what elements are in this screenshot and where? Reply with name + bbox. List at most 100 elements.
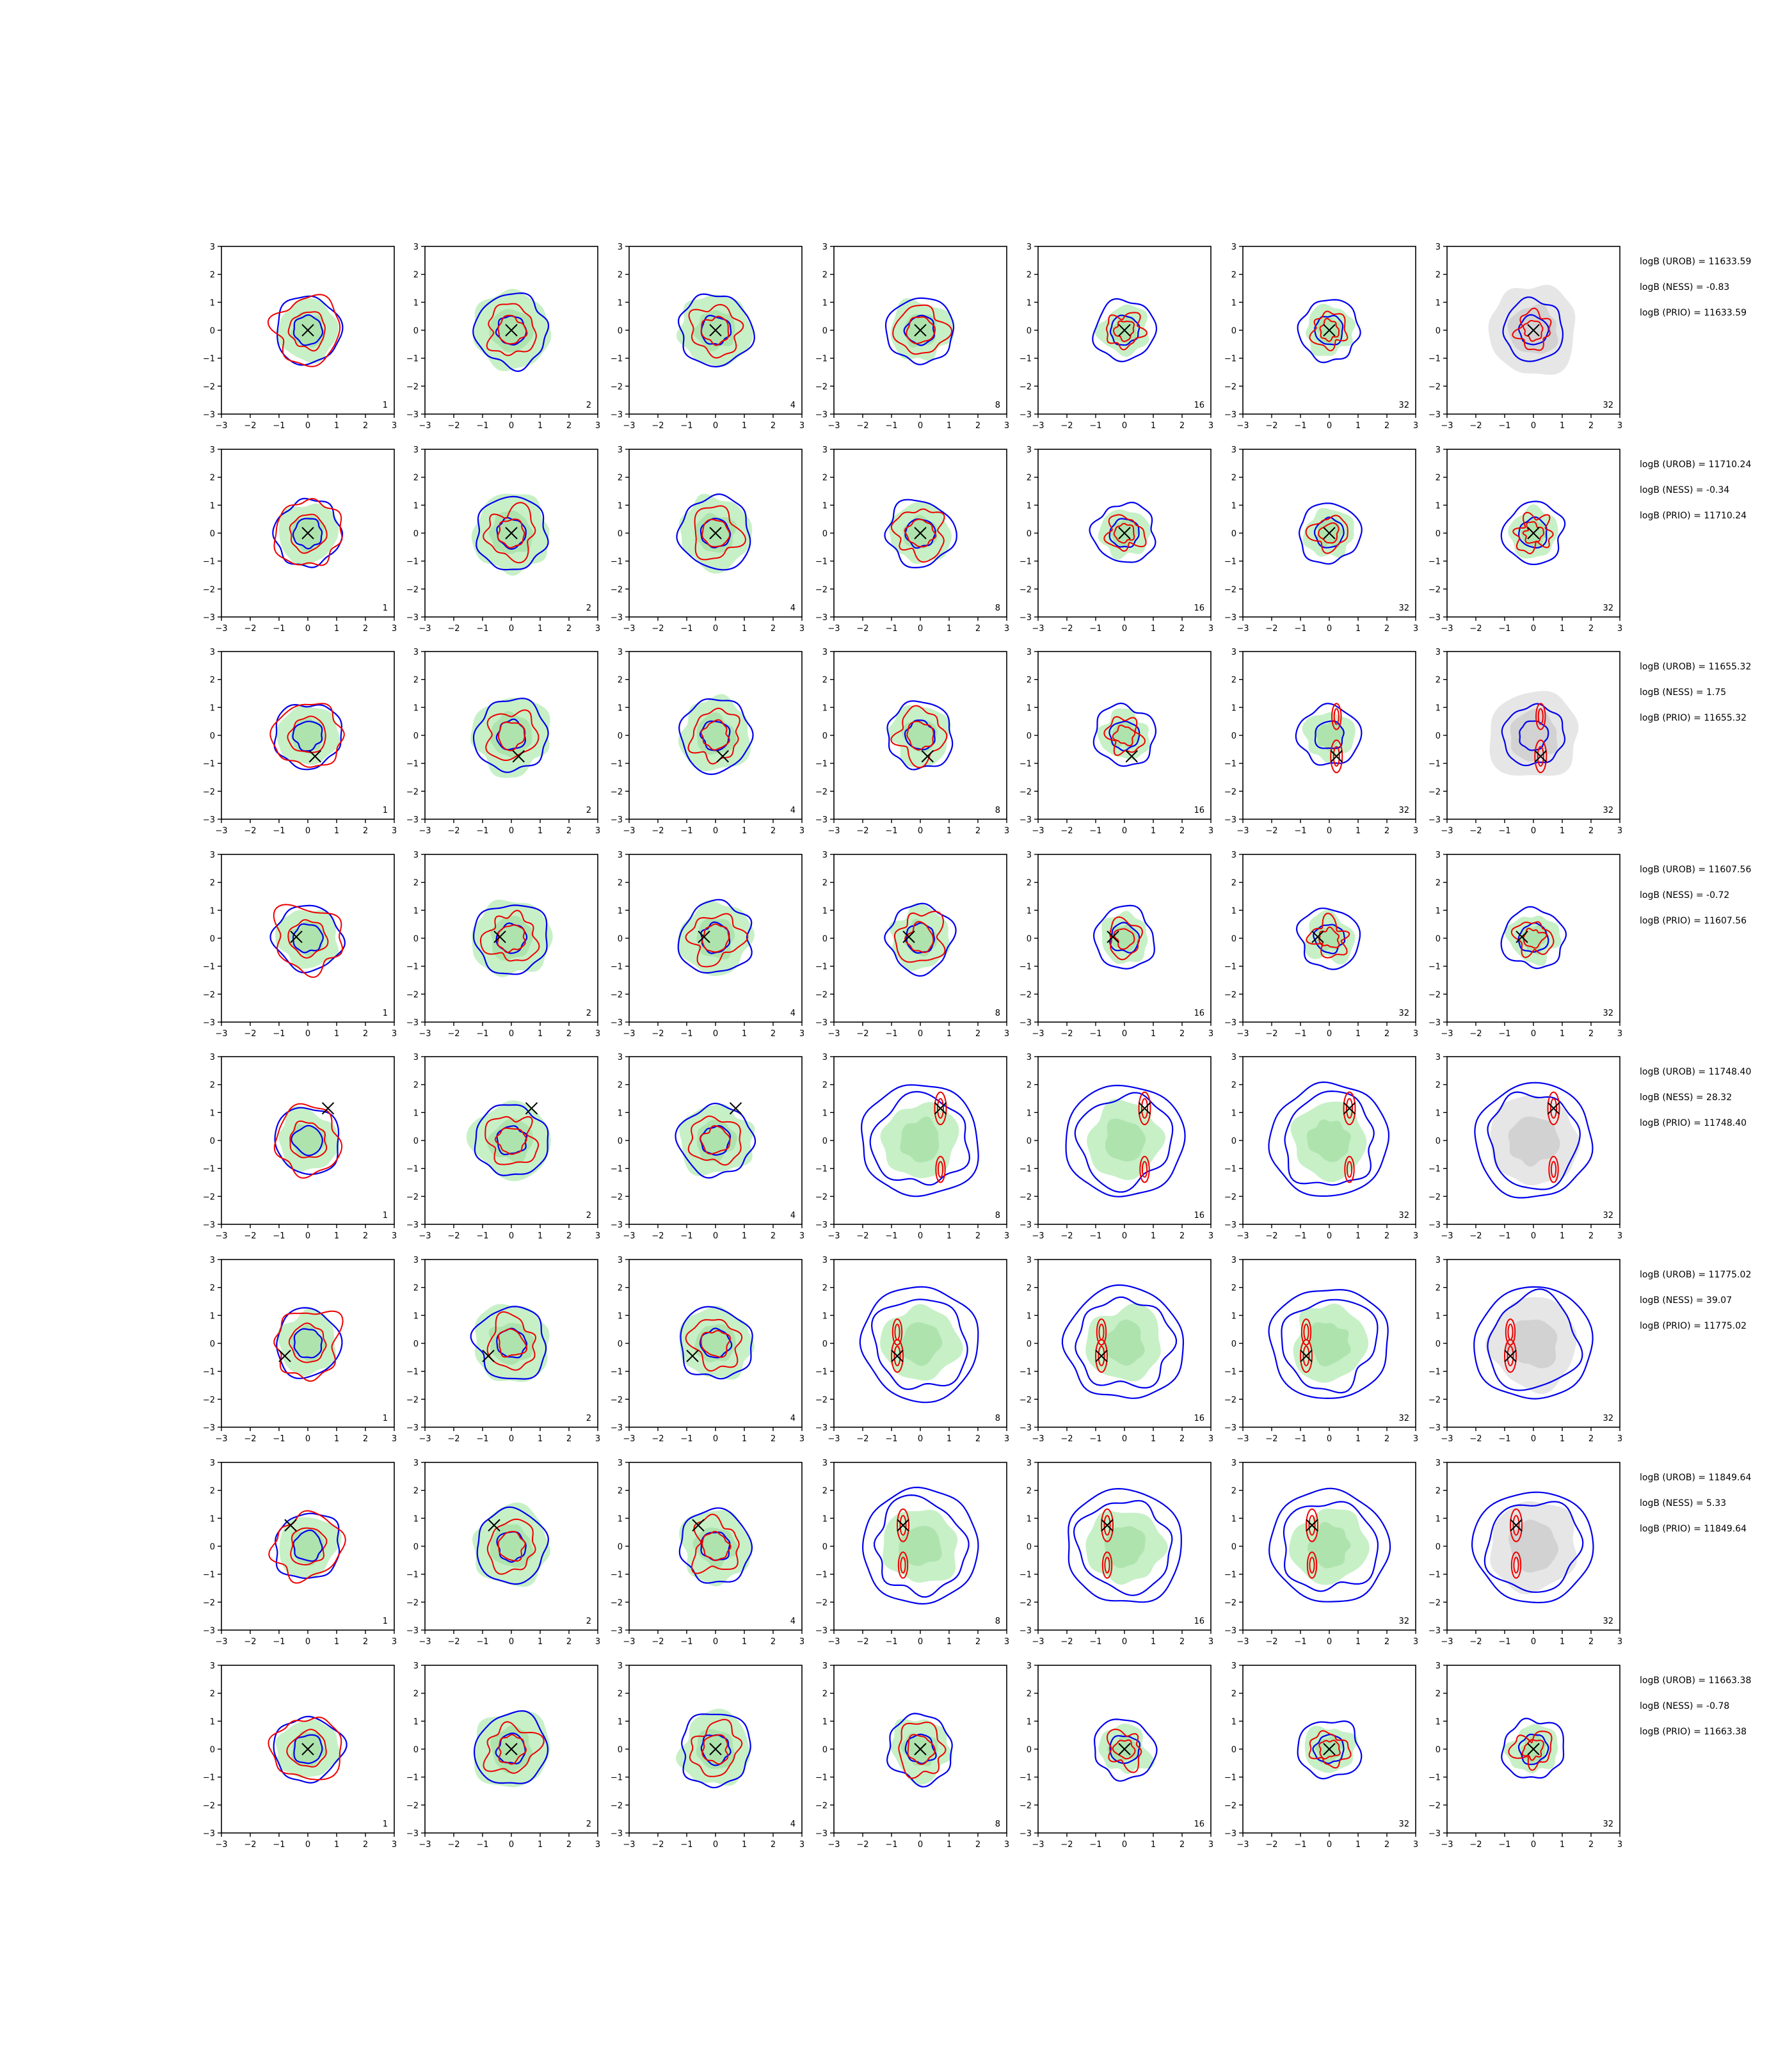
x-tick-label: −2 (1469, 1029, 1482, 1039)
inner-contour (1487, 1288, 1583, 1391)
x-tick-label: 1 (1151, 421, 1156, 431)
mode-contour (1098, 1324, 1105, 1341)
x-tick-label: −2 (652, 421, 664, 431)
x-tick-label: −1 (1294, 1029, 1306, 1039)
panel-label: 2 (586, 806, 591, 815)
y-tick-label: −3 (406, 1626, 419, 1636)
true-point-marker (1125, 750, 1138, 763)
x-tick-label: 1 (538, 1637, 543, 1647)
y-tick-label: 2 (1436, 1487, 1441, 1496)
panel-label: 32 (1603, 806, 1613, 815)
x-tick-label: −3 (828, 1840, 840, 1850)
y-tick-label: −1 (1020, 355, 1032, 364)
y-tick-label: 1 (210, 1108, 215, 1118)
y-tick-label: −2 (406, 1395, 419, 1405)
y-tick-label: 1 (413, 906, 419, 916)
x-tick-label: 3 (392, 624, 397, 634)
y-tick-label: −3 (406, 1220, 419, 1230)
y-tick-label: −2 (1428, 1192, 1441, 1202)
y-tick-label: 0 (618, 1542, 623, 1552)
x-tick-label: 2 (975, 1231, 980, 1241)
x-tick-label: 3 (799, 1637, 804, 1647)
x-tick-label: 1 (538, 1029, 543, 1039)
y-tick-label: −3 (203, 410, 215, 420)
logb-annotation: logB (PRIO) = 11607.56 (1640, 916, 1747, 926)
panel-r1-c4: −3−3 −2 −2 −1 −1 0 0 1 1 2 2 3 3 16 (1020, 445, 1213, 634)
y-tick-label: −2 (1224, 1395, 1236, 1405)
x-tick-label: −3 (623, 826, 635, 836)
x-tick-label: 1 (742, 1637, 747, 1647)
y-tick-label: 1 (1231, 501, 1236, 511)
panel-r1-c2: −3−3 −2 −2 −1 −1 0 0 1 1 2 2 3 3 4 (611, 445, 804, 634)
x-tick-label: −1 (273, 1840, 285, 1850)
x-tick-label: 2 (566, 826, 572, 836)
panel-label: 8 (995, 1414, 1000, 1423)
mode-contour (937, 1161, 944, 1178)
x-tick-label: −3 (1441, 624, 1453, 634)
outer-contour (1501, 703, 1566, 767)
y-tick-label: 2 (413, 879, 419, 888)
target-contour (689, 1718, 743, 1777)
x-tick-label: −3 (1236, 1434, 1249, 1444)
x-tick-label: −3 (828, 1434, 840, 1444)
x-tick-label: −1 (885, 1637, 897, 1647)
y-tick-label: −2 (611, 382, 623, 392)
y-tick-label: 2 (1027, 1081, 1032, 1091)
panel-r3-c3: −3−3 −2 −2 −1 −1 0 0 1 1 2 2 3 3 8 (815, 851, 1009, 1039)
y-tick-label: −3 (203, 1829, 215, 1839)
x-tick-label: 0 (713, 1840, 718, 1850)
density-core (1314, 721, 1344, 752)
y-tick-label: −3 (1224, 1220, 1236, 1230)
x-tick-label: 1 (1356, 1231, 1361, 1241)
x-tick-label: 1 (742, 421, 747, 431)
mode-contour (1534, 739, 1548, 774)
x-tick-label: −2 (652, 826, 664, 836)
x-tick-label: −2 (1469, 1231, 1482, 1241)
y-tick-label: 3 (822, 1661, 828, 1671)
x-tick-label: 3 (1208, 1637, 1213, 1647)
true-point-marker (1323, 1743, 1336, 1756)
x-tick-label: 3 (392, 421, 397, 431)
true-point-marker (1138, 1102, 1151, 1115)
target-contour (687, 707, 740, 765)
y-tick-label: −3 (1428, 1829, 1441, 1839)
outer-contour (473, 1710, 549, 1784)
y-tick-label: 3 (413, 1053, 419, 1062)
panel-label: 16 (1194, 1414, 1204, 1423)
x-tick-label: 0 (1122, 624, 1127, 634)
x-tick-label: −1 (885, 826, 897, 836)
y-tick-label: 0 (1231, 1340, 1236, 1349)
target-contour (289, 1120, 328, 1158)
outer-contour (1093, 1718, 1158, 1782)
panel-label: 4 (790, 1414, 796, 1423)
y-tick-label: 2 (822, 1487, 828, 1496)
y-tick-label: −1 (815, 963, 828, 972)
x-tick-label: 0 (1327, 421, 1332, 431)
y-tick-label: −3 (1224, 613, 1236, 623)
x-tick-label: 3 (1413, 624, 1418, 634)
mode-contour (1332, 746, 1340, 767)
panel-r2-c4: −3−3 −2 −2 −1 −1 0 0 1 1 2 2 3 3 16 (1020, 648, 1213, 836)
y-tick-label: 0 (1231, 1137, 1236, 1146)
y-tick-label: 1 (413, 501, 419, 511)
y-tick-label: −1 (1224, 1773, 1236, 1783)
x-tick-label: −1 (476, 1231, 488, 1241)
density-core (1306, 1119, 1351, 1162)
y-tick-label: 3 (413, 1661, 419, 1671)
true-point-marker (1547, 1102, 1560, 1115)
y-tick-label: −3 (611, 410, 623, 420)
y-tick-label: −1 (203, 557, 215, 567)
y-tick-label: −2 (1224, 990, 1236, 1000)
x-tick-label: −1 (476, 1434, 488, 1444)
x-tick-label: −2 (244, 1637, 256, 1647)
y-tick-label: 0 (210, 326, 215, 336)
outer-contour (861, 1486, 979, 1605)
y-tick-label: 2 (1436, 879, 1441, 888)
target-contour (898, 1721, 947, 1779)
x-tick-label: 3 (1208, 826, 1213, 836)
x-tick-label: −3 (1441, 826, 1453, 836)
y-tick-label: 2 (1231, 474, 1236, 483)
target-contour (688, 303, 744, 359)
y-tick-label: 0 (618, 529, 623, 539)
density-core (1517, 924, 1548, 955)
